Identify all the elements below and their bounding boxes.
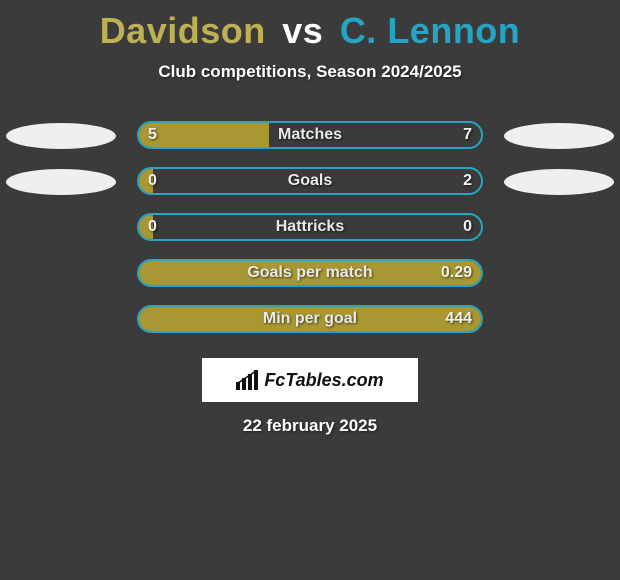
stat-row: Matches5 7 [0, 112, 620, 158]
stat-label: Min per goal [137, 305, 483, 333]
player1-badge [6, 123, 116, 149]
player1-badge [6, 169, 116, 195]
stat-row: Min per goal444 [0, 296, 620, 342]
stat-row: Hattricks0 0 [0, 204, 620, 250]
bar-chart-icon [236, 370, 260, 390]
stat-label: Goals per match [137, 259, 483, 287]
stat-value-right: 0.29 [441, 259, 472, 287]
subtitle: Club competitions, Season 2024/2025 [0, 62, 620, 82]
stat-label: Hattricks [137, 213, 483, 241]
stat-value-left: 5 [148, 121, 157, 149]
player2-badge [504, 169, 614, 195]
stat-row: Goals0 2 [0, 158, 620, 204]
stat-value-right: 2 [463, 167, 472, 195]
stat-label: Goals [137, 167, 483, 195]
source-logo: FcTables.com [202, 358, 418, 402]
page-title: Davidson vs C. Lennon [0, 0, 620, 52]
stat-value-right: 444 [445, 305, 472, 333]
player2-name: C. Lennon [340, 10, 520, 51]
comparison-card: Davidson vs C. Lennon Club competitions,… [0, 0, 620, 580]
player1-name: Davidson [100, 10, 266, 51]
stat-value-right: 7 [463, 121, 472, 149]
stat-value-right: 0 [463, 213, 472, 241]
stat-row: Goals per match0.29 [0, 250, 620, 296]
player2-badge [504, 123, 614, 149]
date-label: 22 february 2025 [0, 416, 620, 436]
stats-list: Matches57Goals02Hattricks00Goals per mat… [0, 112, 620, 342]
source-logo-text: FcTables.com [264, 370, 383, 391]
stat-value-left: 0 [148, 213, 157, 241]
stat-value-left: 0 [148, 167, 157, 195]
vs-separator: vs [282, 10, 323, 51]
stat-label: Matches [137, 121, 483, 149]
